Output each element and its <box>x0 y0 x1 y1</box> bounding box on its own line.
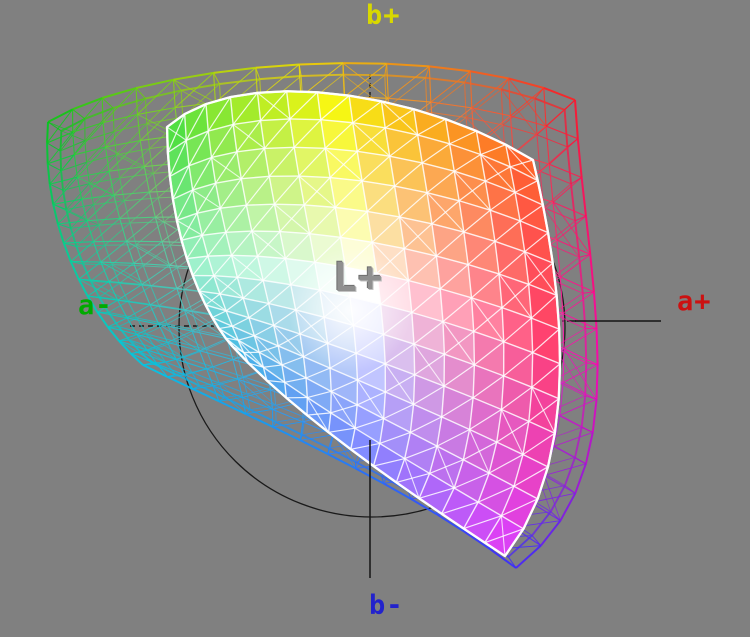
outer-gamut-shell-posts <box>46 63 598 569</box>
axis-label-b-minus: b- <box>369 590 404 621</box>
axis-label-l-plus: L+ <box>333 255 384 301</box>
axis-label-a-plus: a+ <box>677 286 712 317</box>
inner-gamut-rim <box>165 90 562 558</box>
axis-label-b-plus: b+ <box>366 0 401 31</box>
axis-lines-visible <box>369 320 661 578</box>
axis-label-a-minus: a- <box>78 290 113 321</box>
